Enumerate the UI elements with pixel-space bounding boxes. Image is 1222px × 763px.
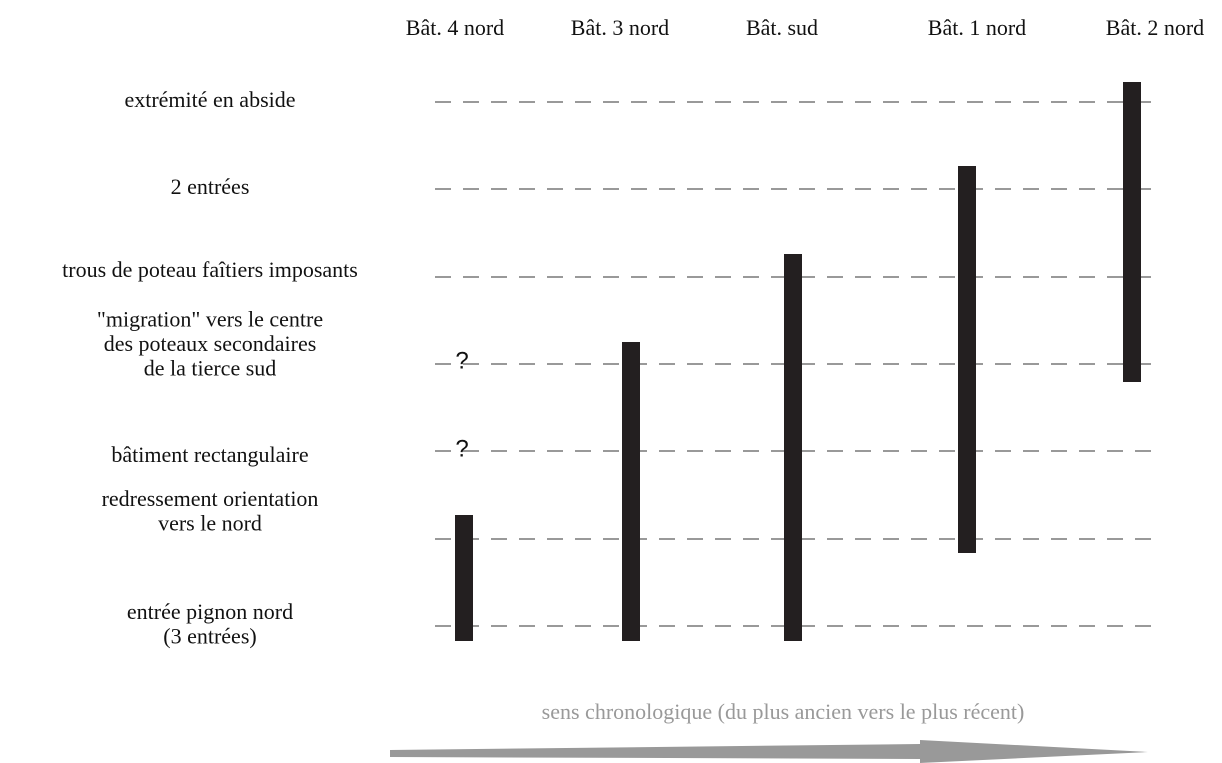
bar [455,515,473,641]
bars [455,82,1141,641]
row-label: (3 entrées) [163,623,256,648]
row-label: redressement orientation [102,486,319,511]
question-mark: ? [455,347,468,374]
row-label: des poteaux secondaires [104,331,317,356]
row-label: de la tierce sud [144,356,277,381]
bar [622,342,640,641]
bar [784,254,802,641]
column-label: Bât. 1 nord [928,15,1026,40]
arrow [390,740,1148,763]
row-label: extrémité en abside [124,87,295,112]
bar [958,166,976,553]
row-label: 2 entrées [171,174,250,199]
dashed-rows [435,101,1158,627]
column-label: Bât. sud [746,15,818,40]
row-label: trous de poteau faîtiers imposants [62,257,358,282]
row-label: entrée pignon nord [127,599,293,624]
row-label: vers le nord [158,510,262,535]
column-label: Bât. 3 nord [571,15,669,40]
bar [1123,82,1141,382]
question-mark: ? [455,435,468,462]
row-label: bâtiment rectangulaire [111,442,308,467]
row-label: "migration" vers le centre [97,307,323,332]
column-label: Bât. 2 nord [1106,15,1204,40]
caption: sens chronologique (du plus ancien vers … [542,699,1025,724]
column-label: Bât. 4 nord [406,15,504,40]
